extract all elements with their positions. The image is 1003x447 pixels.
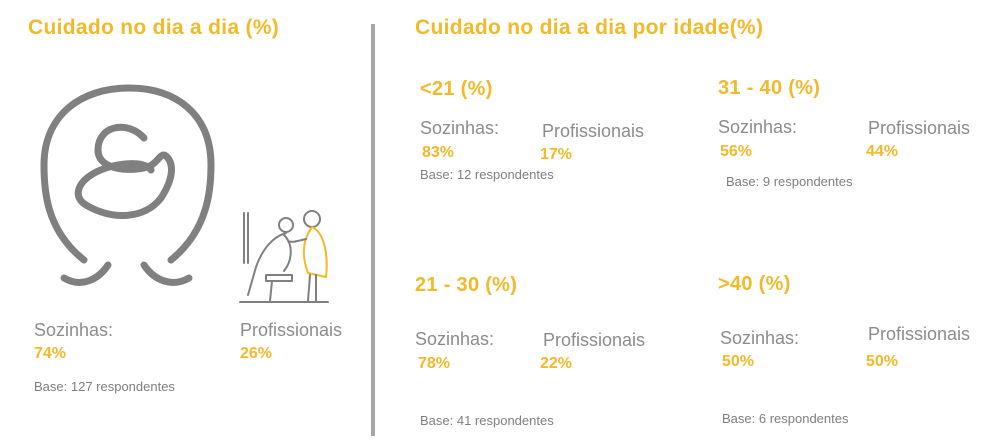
left-prof-label: Profissionais <box>240 320 343 340</box>
panel-divider <box>371 24 375 436</box>
under-21-sozinhas-value: 83% <box>422 144 455 161</box>
over-40-sozinhas-label: Sozinhas: <box>720 328 800 348</box>
over-40-prof-label: Profissionais <box>868 324 971 344</box>
age-group-21-30-title: 21 - 30 (%) <box>415 274 518 296</box>
over-40-prof-value: 50% <box>866 353 899 370</box>
person-alone-icon <box>40 84 215 286</box>
left-sozinhas-label: Sozinhas: <box>34 320 114 340</box>
under-21-prof-label: Profissionais <box>542 121 645 141</box>
21-30-prof-value: 22% <box>540 355 573 372</box>
21-30-sozinhas-value: 78% <box>418 355 451 372</box>
left-sozinhas-value: 74% <box>34 345 67 362</box>
21-30-base: Base: 41 respondentes <box>420 413 554 428</box>
left-base: Base: 127 respondentes <box>34 379 175 394</box>
left-panel-title: Cuidado no dia a dia (%) <box>28 16 280 39</box>
31-40-base: Base: 9 respondentes <box>726 174 853 189</box>
over-40-base: Base: 6 respondentes <box>722 411 849 426</box>
left-prof-value: 26% <box>240 345 273 362</box>
caregiver-helping-icon <box>239 210 329 303</box>
31-40-prof-label: Profissionais <box>868 118 971 138</box>
right-panel-title: Cuidado no dia a dia por idade(%) <box>415 16 764 39</box>
age-group-over-40-title: >40 (%) <box>718 273 791 295</box>
21-30-sozinhas-label: Sozinhas: <box>415 329 495 349</box>
under-21-sozinhas-label: Sozinhas: <box>420 118 500 138</box>
21-30-prof-label: Profissionais <box>543 330 646 350</box>
age-group-31-40-title: 31 - 40 (%) <box>718 77 821 99</box>
under-21-base: Base: 12 respondentes <box>420 167 554 182</box>
age-group-under-21-title: <21 (%) <box>420 78 493 100</box>
under-21-prof-value: 17% <box>540 146 573 163</box>
31-40-sozinhas-label: Sozinhas: <box>718 117 798 137</box>
31-40-prof-value: 44% <box>866 143 899 160</box>
over-40-sozinhas-value: 50% <box>722 353 755 370</box>
31-40-sozinhas-value: 56% <box>720 143 753 160</box>
